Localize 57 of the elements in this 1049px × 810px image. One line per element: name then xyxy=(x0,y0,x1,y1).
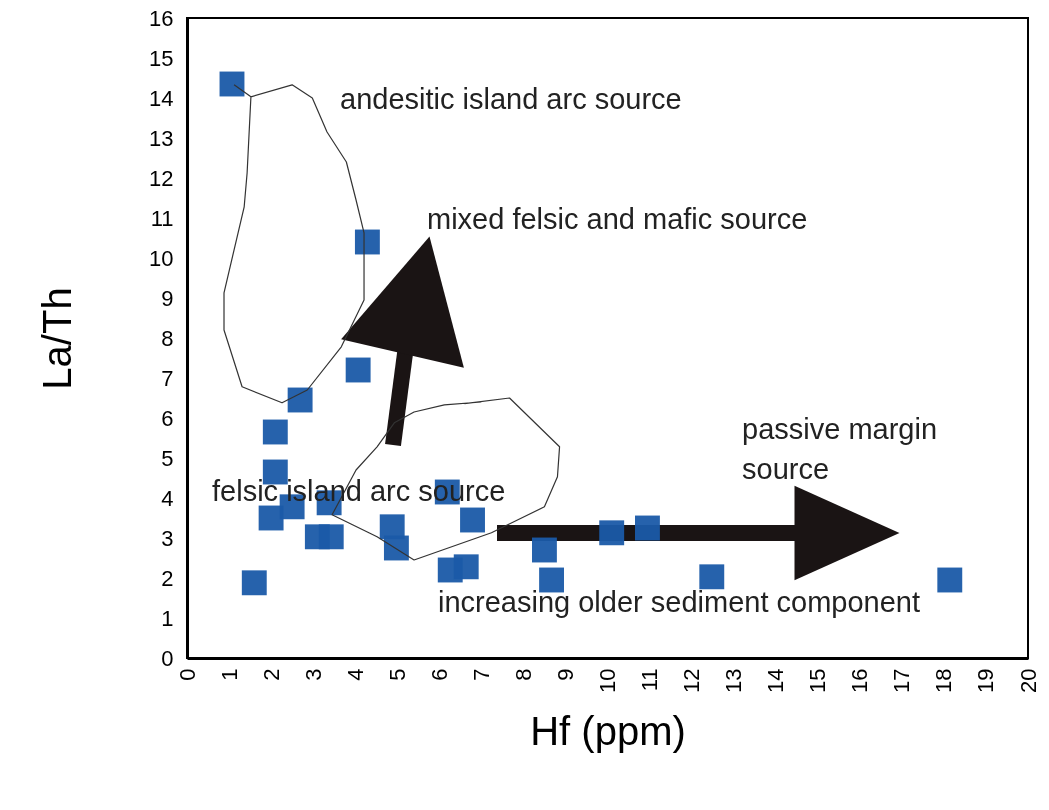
x-tick-label: 4 xyxy=(342,668,368,681)
y-tick-label: 6 xyxy=(161,405,174,431)
annotation: passive margin source xyxy=(742,413,938,485)
x-tick-label: 12 xyxy=(679,668,705,693)
y-tick-label: 2 xyxy=(161,565,174,591)
point xyxy=(599,520,625,546)
x-tick-label: 5 xyxy=(384,668,410,681)
x-tick-label: 8 xyxy=(510,668,536,681)
point xyxy=(460,507,485,533)
x-tick-label: 9 xyxy=(552,668,578,681)
y-tick-label: 12 xyxy=(149,165,174,191)
y-tick-label: 9 xyxy=(161,285,174,311)
x-tick-label: 1 xyxy=(216,668,242,681)
y-tick-label: 3 xyxy=(161,525,174,551)
y-axis-title: La/Th xyxy=(35,287,80,390)
x-tick-label: 18 xyxy=(931,668,957,693)
x-tick-label: 20 xyxy=(1015,668,1041,693)
x-axis-title: Hf (ppm) xyxy=(530,708,686,753)
y-tick-label: 14 xyxy=(149,85,174,111)
y-tick-label: 7 xyxy=(161,365,174,391)
point xyxy=(937,567,963,593)
point xyxy=(318,524,344,550)
x-tick-label: 15 xyxy=(805,668,831,693)
x-tick-label: 6 xyxy=(426,668,452,681)
x-tick-label: 2 xyxy=(258,668,284,681)
point xyxy=(262,419,288,445)
x-tick-label: 11 xyxy=(637,668,663,692)
y-tick-label: 15 xyxy=(149,45,174,71)
y-tick-label: 13 xyxy=(149,125,174,151)
y-tick-label: 4 xyxy=(161,485,174,511)
point xyxy=(453,554,479,580)
point xyxy=(219,71,245,97)
annotation: increasing older sediment component xyxy=(438,586,920,618)
y-tick-label: 16 xyxy=(149,5,174,31)
point xyxy=(699,564,725,590)
x-tick-label: 7 xyxy=(468,668,494,681)
x-tick-label: 10 xyxy=(595,668,620,693)
point xyxy=(635,515,660,541)
y-tick-label: 1 xyxy=(161,605,174,631)
point xyxy=(531,537,557,563)
y-tick-label: 11 xyxy=(150,205,174,231)
x-tick-label: 14 xyxy=(763,668,789,693)
x-tick-label: 16 xyxy=(847,668,873,693)
point xyxy=(287,387,313,413)
x-tick-label: 13 xyxy=(721,668,747,693)
point xyxy=(241,570,267,596)
x-tick-label: 3 xyxy=(300,668,326,681)
annotation: andesitic island arc source xyxy=(340,83,682,115)
y-tick-label: 5 xyxy=(161,445,174,471)
x-tick-label: 17 xyxy=(889,668,915,693)
y-tick-label: 8 xyxy=(161,325,174,351)
x-tick-label: 19 xyxy=(973,668,999,693)
x-tick-label: 0 xyxy=(174,668,200,681)
y-tick-label: 10 xyxy=(149,245,174,271)
annotation: mixed felsic and mafic source xyxy=(427,203,808,235)
point xyxy=(383,535,409,561)
point xyxy=(345,357,371,383)
